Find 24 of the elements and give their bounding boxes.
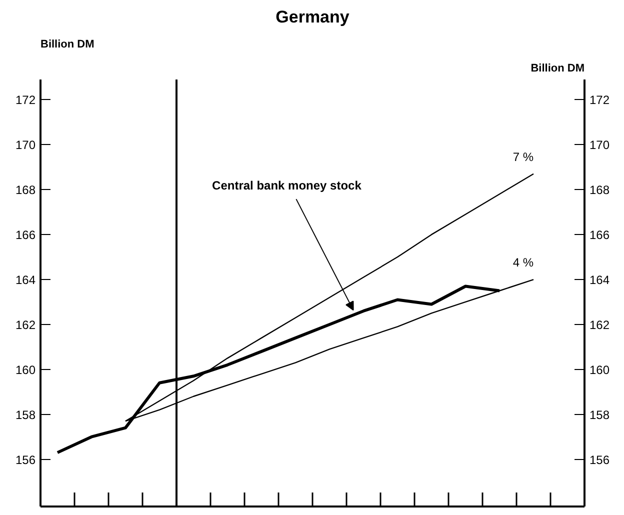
chart-title: Germany (276, 8, 350, 26)
y2-tick-label: 164 (590, 273, 610, 288)
y-axis-title: Billion DM (40, 38, 94, 50)
y2-tick-label: 162 (590, 318, 610, 332)
y2-tick-label: 156 (590, 452, 610, 467)
y2-tick-label: 172 (590, 93, 610, 108)
y2-tick-label: 166 (590, 228, 610, 242)
y2-tick-label: 170 (590, 138, 610, 152)
y-tick-label: 160 (15, 362, 36, 377)
series-label: 4 % (512, 256, 534, 270)
y-tick-label: 166 (15, 228, 36, 242)
series-label: 7 % (512, 150, 534, 164)
y-tick-label: 156 (15, 452, 36, 467)
y2-axis-title: Billion DM (530, 62, 585, 74)
y-tick-label: 170 (15, 138, 36, 152)
y-tick-label: 164 (15, 273, 36, 288)
annotation: Central bank money stock (212, 178, 362, 193)
y-tick-label: 168 (15, 183, 36, 198)
y-tick-label: 158 (15, 408, 36, 422)
y-tick-label: 162 (15, 318, 36, 332)
y-tick-label: 172 (15, 93, 36, 108)
y2-tick-label: 168 (590, 183, 610, 198)
y2-tick-label: 160 (590, 362, 610, 377)
y2-tick-label: 158 (590, 408, 610, 422)
